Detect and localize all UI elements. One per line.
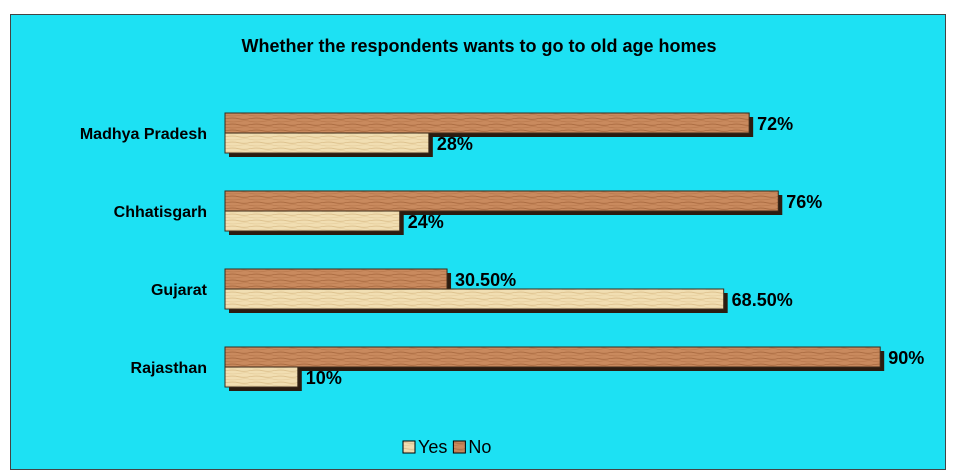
legend-label: No xyxy=(468,437,491,457)
data-label-no: 30.50% xyxy=(455,270,516,290)
category-group-rajasthan: Rajasthan 90% 10% xyxy=(131,346,924,391)
legend-swatch xyxy=(452,440,466,454)
data-label-yes: 28% xyxy=(437,134,473,154)
bar-yes xyxy=(224,366,299,388)
category-group-madhya-pradesh: Madhya Pradesh 72% 28% xyxy=(80,112,793,157)
category-label: Rajasthan xyxy=(131,360,207,377)
bar-no xyxy=(224,346,881,368)
data-label-no: 76% xyxy=(786,192,822,212)
legend-item-no: No xyxy=(452,437,491,457)
category-label: Madhya Pradesh xyxy=(80,126,207,143)
data-label-yes: 68.50% xyxy=(732,290,793,310)
bar-yes xyxy=(224,210,401,232)
category-group-chhatisgarh: Chhatisgarh 76% 24% xyxy=(114,190,822,235)
category-label: Chhatisgarh xyxy=(114,204,207,221)
bar-no xyxy=(224,190,779,212)
legend-swatch xyxy=(402,440,416,454)
bar-chart: Whether the respondents wants to go to o… xyxy=(80,36,924,457)
plot-area: Madhya Pradesh 72% 28% Chhatisgarh 76% 24% Guj… xyxy=(80,112,924,391)
data-label-no: 72% xyxy=(757,114,793,134)
legend-label: Yes xyxy=(418,437,447,457)
data-label-no: 90% xyxy=(888,348,924,368)
category-group-gujarat: Gujarat 30.50% 68.50% xyxy=(151,268,793,313)
chart-frame: Whether the respondents wants to go to o… xyxy=(10,14,946,470)
legend-item-yes: Yes xyxy=(402,437,447,457)
chart-title: Whether the respondents wants to go to o… xyxy=(241,36,716,56)
data-label-yes: 10% xyxy=(306,368,342,388)
bar-yes xyxy=(224,288,725,310)
bar-no xyxy=(224,112,750,134)
legend: Yes No xyxy=(402,437,491,457)
bar-yes xyxy=(224,132,430,154)
data-label-yes: 24% xyxy=(408,212,444,232)
bar-no xyxy=(224,268,448,290)
category-label: Gujarat xyxy=(151,282,208,299)
